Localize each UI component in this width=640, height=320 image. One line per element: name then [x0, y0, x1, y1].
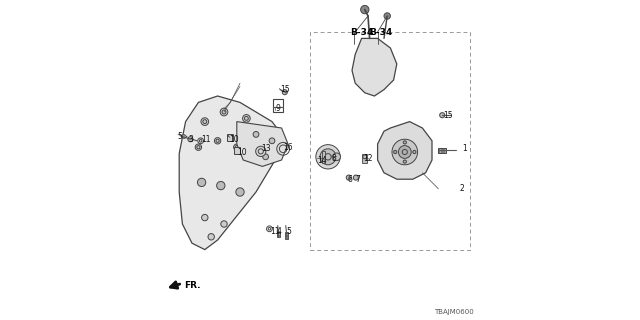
Circle shape [320, 149, 336, 165]
Circle shape [221, 221, 227, 227]
Text: 5: 5 [287, 228, 291, 236]
Polygon shape [179, 96, 282, 250]
Bar [234, 147, 240, 154]
Circle shape [269, 138, 275, 144]
Circle shape [202, 214, 208, 221]
Text: 11: 11 [202, 135, 211, 144]
Polygon shape [378, 122, 432, 179]
Circle shape [361, 5, 369, 14]
Circle shape [333, 153, 340, 161]
Text: B-34: B-34 [351, 28, 374, 36]
Circle shape [398, 146, 412, 158]
Polygon shape [181, 134, 187, 139]
Polygon shape [237, 122, 288, 166]
Circle shape [243, 115, 250, 122]
Circle shape [216, 181, 225, 190]
Circle shape [316, 145, 340, 169]
Text: 6: 6 [347, 175, 352, 184]
Circle shape [253, 132, 259, 137]
Circle shape [413, 150, 416, 154]
Text: 16: 16 [283, 143, 293, 152]
Text: 15: 15 [443, 111, 453, 120]
Circle shape [282, 90, 287, 95]
Circle shape [392, 139, 418, 165]
Text: 10: 10 [229, 135, 239, 144]
Text: 11: 11 [270, 228, 280, 236]
Text: TBAJM0600: TBAJM0600 [434, 309, 474, 315]
Bar [322, 151, 325, 163]
Circle shape [197, 178, 206, 187]
Bar [285, 232, 288, 239]
Text: 10: 10 [237, 148, 246, 156]
Circle shape [384, 13, 390, 19]
Circle shape [236, 188, 244, 196]
Bar [273, 99, 283, 112]
Circle shape [188, 137, 193, 142]
Text: 12: 12 [364, 154, 372, 163]
Circle shape [201, 118, 209, 125]
Text: 15: 15 [280, 85, 290, 94]
Bar [362, 154, 367, 163]
Circle shape [234, 144, 240, 150]
Polygon shape [352, 38, 397, 96]
Circle shape [214, 138, 221, 144]
Text: FR.: FR. [184, 281, 200, 290]
Circle shape [220, 108, 228, 116]
Text: 4: 4 [277, 228, 282, 236]
Circle shape [440, 113, 445, 118]
Text: 1: 1 [462, 144, 467, 153]
Text: 8: 8 [332, 154, 336, 163]
Circle shape [353, 175, 358, 180]
Text: 5: 5 [178, 132, 182, 140]
Text: 7: 7 [355, 175, 360, 184]
Text: 13: 13 [261, 144, 271, 153]
Text: 14: 14 [317, 156, 326, 164]
Circle shape [253, 150, 259, 157]
Bar [277, 232, 280, 237]
Text: 9: 9 [275, 104, 280, 113]
Circle shape [403, 141, 406, 144]
Circle shape [403, 160, 406, 163]
Circle shape [394, 150, 397, 154]
Bar [227, 134, 233, 141]
Circle shape [263, 154, 269, 160]
Circle shape [208, 234, 214, 240]
Bar [438, 148, 447, 153]
Circle shape [256, 146, 266, 156]
Text: B-34: B-34 [369, 28, 392, 36]
Circle shape [195, 144, 202, 150]
Text: 2: 2 [460, 184, 464, 193]
Circle shape [346, 175, 351, 180]
Text: 3: 3 [188, 135, 193, 144]
